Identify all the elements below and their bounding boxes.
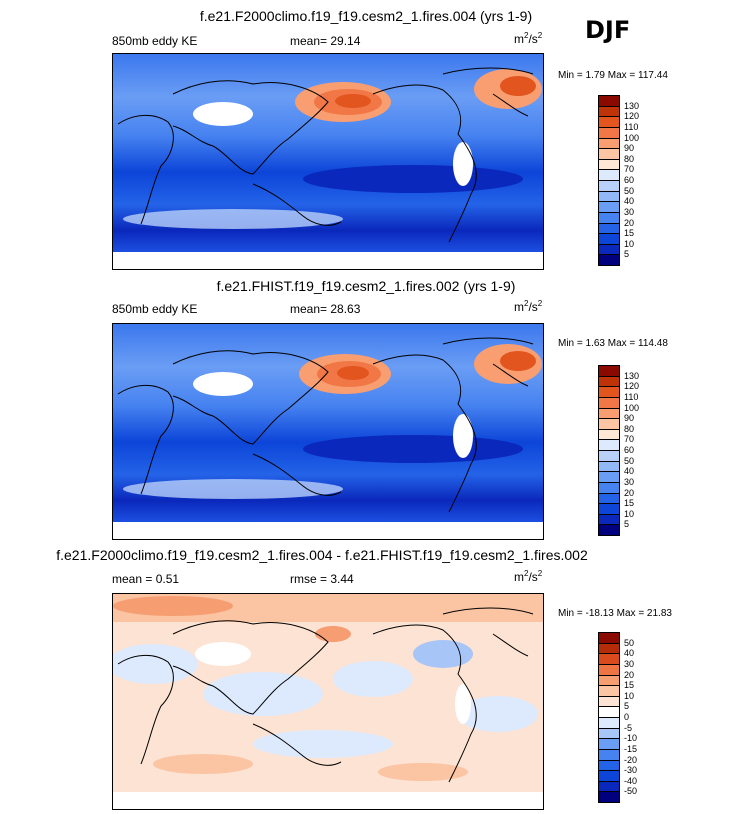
- panel2-units: m2/s2: [514, 299, 543, 314]
- colorbar-tick-label: 30: [624, 206, 635, 217]
- panel3-map-field: [113, 594, 543, 809]
- panel2-title: f.e21.FHIST.f19_f19.cesm2_1.fires.002 (y…: [216, 278, 516, 294]
- colorbar-tick-label: 5: [624, 701, 630, 712]
- colorbar-tick-label: 5: [624, 519, 630, 530]
- colorbar-swatch: [598, 254, 620, 266]
- panel1-title: f.e21.F2000climo.f19_f19.cesm2_1.fires.0…: [199, 8, 533, 24]
- panel3-minmax: Min = -18.13 Max = 21.83: [558, 608, 672, 619]
- colorbar-swatch: [598, 524, 620, 536]
- panel1-mean-label: mean= 29.14: [290, 34, 361, 48]
- colorbar-tick-label: 30: [624, 476, 635, 487]
- colorbar-tick-label: 100: [624, 132, 640, 143]
- panel2-variable-label: 850mb eddy KE: [112, 302, 198, 316]
- colorbar-tick-label: -40: [624, 775, 638, 786]
- colorbar-tick-label: 80: [624, 423, 635, 434]
- panel1-minmax: Min = 1.79 Max = 117.44: [558, 70, 668, 81]
- colorbar-tick-label: 20: [624, 487, 635, 498]
- panel3-rmse-label: rmse = 3.44: [290, 572, 354, 586]
- panel2-colorbar: 130 120 110 100 90 80 70 60 50 40 30 20 15 10 5: [598, 365, 658, 536]
- colorbar-tick-label: 100: [624, 402, 640, 413]
- colorbar-tick-label: 40: [624, 196, 635, 207]
- panel3-map: [112, 593, 544, 810]
- colorbar-tick-label: -20: [624, 754, 638, 765]
- colorbar-tick-label: 15: [624, 228, 635, 239]
- colorbar-tick-label: 20: [624, 217, 635, 228]
- panel3-coastlines: [117, 607, 534, 783]
- colorbar-tick-label: 130: [624, 100, 640, 111]
- colorbar-tick-label: -30: [624, 765, 638, 776]
- colorbar-tick-label: 110: [624, 121, 639, 132]
- panel2-minmax: Min = 1.63 Max = 114.48: [558, 338, 668, 349]
- colorbar-tick-label: 10: [624, 690, 635, 701]
- colorbar-tick-label: 5: [624, 249, 630, 260]
- panel1-units: m2/s2: [514, 31, 543, 46]
- colorbar-tick-label: 10: [624, 238, 635, 249]
- colorbar-tick-label: 130: [624, 370, 640, 381]
- colorbar-tick-label: 70: [624, 164, 635, 175]
- colorbar-tick-label: 10: [624, 508, 635, 519]
- colorbar-tick-label: -15: [624, 743, 638, 754]
- colorbar-tick-label: 110: [624, 391, 639, 402]
- panel2-map: [112, 323, 544, 540]
- panel1-map: [112, 53, 544, 270]
- panel1-variable-label: 850mb eddy KE: [112, 34, 198, 48]
- colorbar-tick-label: 40: [624, 648, 635, 659]
- panel2-map-field: [113, 324, 543, 539]
- season-label: DJF: [585, 16, 631, 44]
- panel1-colorbar: 130 120 110 100 90 80 70 60 50 40 30 20 15 10 5: [598, 95, 658, 266]
- panel3-colorbar: 50 40 30 20 15 10 5 0 -5 -10 -15 -20 -30 -40 -50: [598, 632, 658, 803]
- colorbar-tick-label: 15: [624, 680, 635, 691]
- colorbar-tick-label: 50: [624, 455, 635, 466]
- colorbar-tick-label: 90: [624, 143, 635, 154]
- colorbar-swatch: [598, 791, 620, 803]
- colorbar-tick-label: 90: [624, 413, 635, 424]
- colorbar-tick-label: 60: [624, 445, 635, 455]
- colorbar-tick-label: 120: [624, 381, 640, 392]
- colorbar-tick-label: 0: [624, 712, 630, 722]
- panel2-mean-label: mean= 28.63: [290, 302, 361, 316]
- panel3-mean-label: mean = 0.51: [112, 572, 180, 586]
- colorbar-tick-label: 50: [624, 637, 635, 648]
- panel3-title: f.e21.F2000climo.f19_f19.cesm2_1.fires.0…: [56, 547, 588, 563]
- colorbar-tick-label: 40: [624, 466, 635, 477]
- panel2-coastlines: [117, 337, 534, 513]
- colorbar-tick-label: 120: [624, 111, 640, 122]
- panel1-coastlines: [117, 67, 534, 243]
- colorbar-tick-label: 15: [624, 498, 635, 509]
- colorbar-tick-label: 30: [624, 658, 635, 669]
- colorbar-tick-label: 70: [624, 434, 635, 445]
- colorbar-tick-label: -50: [624, 786, 638, 797]
- panel1-map-field: [113, 54, 543, 269]
- colorbar-tick-label: -5: [624, 722, 633, 733]
- colorbar-tick-label: 60: [624, 175, 635, 185]
- colorbar-tick-label: 80: [624, 153, 635, 164]
- colorbar-tick-label: 20: [624, 669, 635, 680]
- panel3-units: m2/s2: [514, 569, 543, 584]
- colorbar-tick-label: -10: [624, 733, 638, 744]
- colorbar-tick-label: 50: [624, 185, 635, 196]
